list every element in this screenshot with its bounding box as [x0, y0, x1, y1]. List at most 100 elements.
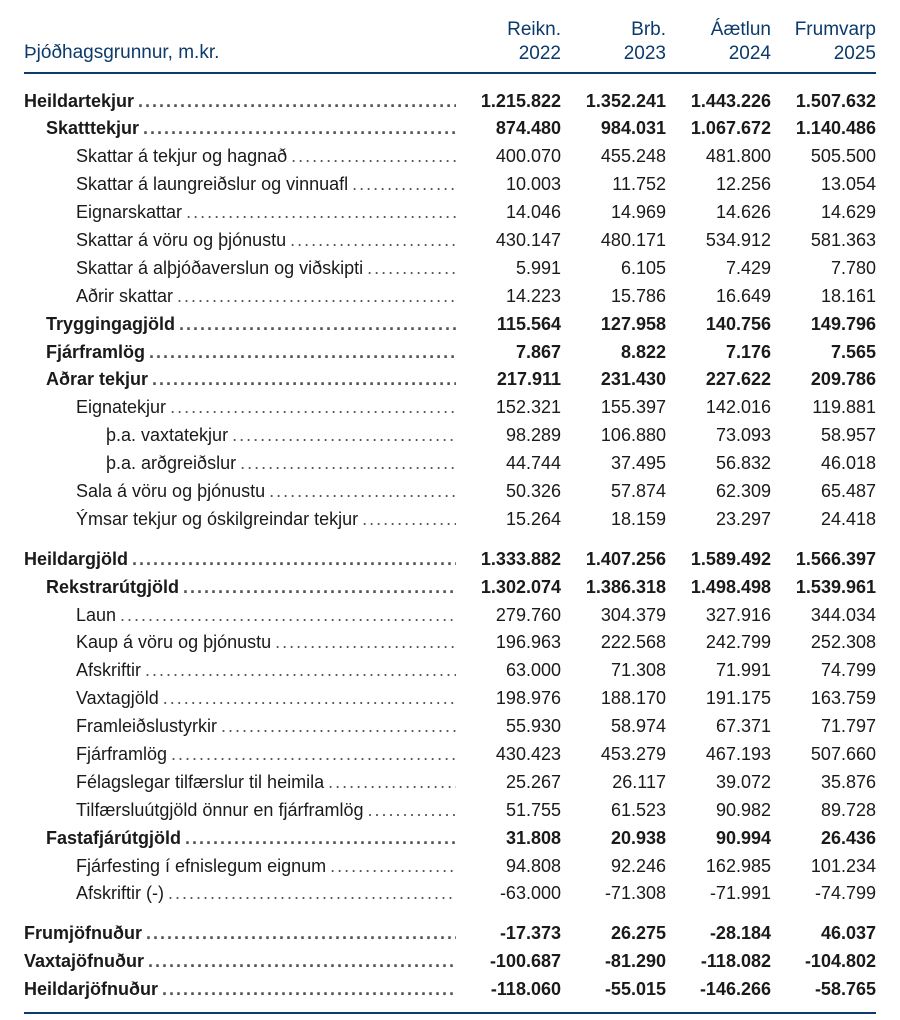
table-cell: 1.407.256	[561, 546, 666, 574]
table-cell: 71.797	[771, 713, 876, 741]
table-cell: 67.371	[666, 713, 771, 741]
table-cell: -100.687	[456, 948, 561, 976]
table-row: Framleiðslustyrkir .....................…	[24, 713, 876, 741]
row-label: Sala á vöru og þjónustu ................…	[24, 478, 456, 506]
table-cell: 481.800	[666, 143, 771, 171]
table-cell: 1.302.074	[456, 574, 561, 602]
table-cell: 453.279	[561, 741, 666, 769]
row-label: Aðrir skattar ..........................…	[24, 283, 456, 311]
budget-table: Þjóðhagsgrunnur, m.kr. Reikn.2022Brb.202…	[24, 18, 876, 1014]
table-row: Heildargjöld ...........................…	[24, 546, 876, 574]
table-cell: 58.957	[771, 422, 876, 450]
row-label: Fjárframlög ............................…	[24, 339, 456, 367]
row-label: Aðrar tekjur ...........................…	[24, 366, 456, 394]
row-label: Eignatekjur ............................…	[24, 394, 456, 422]
table-cell: 94.808	[456, 853, 561, 881]
table-cell: 209.786	[771, 366, 876, 394]
table-row: Eignatekjur ............................…	[24, 394, 876, 422]
table-cell: 480.171	[561, 227, 666, 255]
row-label: Heildarjöfnuður ........................…	[24, 976, 456, 1004]
table-row: Félagslegar tilfærslur til heimila .....…	[24, 769, 876, 797]
table-cell: -28.184	[666, 920, 771, 948]
table-row: Tilfærsluútgjöld önnur en fjárframlög ..…	[24, 797, 876, 825]
table-cell: 24.418	[771, 506, 876, 534]
table-cell: 14.626	[666, 199, 771, 227]
table-cell: 92.246	[561, 853, 666, 881]
table-row: Sala á vöru og þjónustu ................…	[24, 478, 876, 506]
table-row: Rekstrarútgjöld ........................…	[24, 574, 876, 602]
table-cell: -55.015	[561, 976, 666, 1004]
table-cell: 1.507.632	[771, 88, 876, 116]
table-cell: 227.622	[666, 366, 771, 394]
table-cell: 344.034	[771, 602, 876, 630]
table-cell: 115.564	[456, 311, 561, 339]
table-cell: 279.760	[456, 602, 561, 630]
table-row: Laun ...................................…	[24, 602, 876, 630]
table-cell: 874.480	[456, 115, 561, 143]
table-cell: 7.176	[666, 339, 771, 367]
table-cell: 155.397	[561, 394, 666, 422]
table-cell: 65.487	[771, 478, 876, 506]
table-cell: 455.248	[561, 143, 666, 171]
table-cell: 56.832	[666, 450, 771, 478]
table-cell: 430.147	[456, 227, 561, 255]
table-cell: 252.308	[771, 629, 876, 657]
table-cell: 163.759	[771, 685, 876, 713]
table-row: Vaxtagjöld .............................…	[24, 685, 876, 713]
table-cell: 1.352.241	[561, 88, 666, 116]
table-cell: 984.031	[561, 115, 666, 143]
row-label: þ.a. vaxtatekjur .......................…	[24, 422, 456, 450]
table-cell: 25.267	[456, 769, 561, 797]
table-cell: 198.976	[456, 685, 561, 713]
table-cell: 222.568	[561, 629, 666, 657]
table-cell: 106.880	[561, 422, 666, 450]
table-cell: 98.289	[456, 422, 561, 450]
table-cell: 1.140.486	[771, 115, 876, 143]
table-cell: 26.275	[561, 920, 666, 948]
table-footer-rule	[24, 1012, 876, 1014]
row-label: Fastafjárútgjöld .......................…	[24, 825, 456, 853]
table-cell: 14.046	[456, 199, 561, 227]
row-label: Skattar á alþjóðaverslun og viðskipti ..…	[24, 255, 456, 283]
table-cell: 90.982	[666, 797, 771, 825]
row-label: Eignarskattar ..........................…	[24, 199, 456, 227]
table-cell: 162.985	[666, 853, 771, 881]
row-label: Skattar á vöru og þjónustu .............…	[24, 227, 456, 255]
row-label: Ýmsar tekjur og óskilgreindar tekjur ...…	[24, 506, 456, 534]
table-cell: 1.215.822	[456, 88, 561, 116]
table-cell: 20.938	[561, 825, 666, 853]
row-label: Skattar á laungreiðslur og vinnuafl ....…	[24, 171, 456, 199]
table-row: Heildartekjur ..........................…	[24, 88, 876, 116]
table-cell: 1.498.498	[666, 574, 771, 602]
row-label: Heildartekjur ..........................…	[24, 88, 456, 116]
table-row: Aðrar tekjur ...........................…	[24, 366, 876, 394]
table-cell: 11.752	[561, 171, 666, 199]
table-row: Fastafjárútgjöld .......................…	[24, 825, 876, 853]
table-cell: -81.290	[561, 948, 666, 976]
table-cell: 400.070	[456, 143, 561, 171]
table-row: Afskriftir (-) .........................…	[24, 880, 876, 908]
table-row: Tryggingagjöld .........................…	[24, 311, 876, 339]
row-label: Afskriftir (-) .........................…	[24, 880, 456, 908]
table-cell: 71.308	[561, 657, 666, 685]
table-cell: 101.234	[771, 853, 876, 881]
table-cell: 57.874	[561, 478, 666, 506]
table-cell: 505.500	[771, 143, 876, 171]
table-row: Afskriftir .............................…	[24, 657, 876, 685]
table-cell: -104.802	[771, 948, 876, 976]
row-label: Fjárfesting í efnislegum eignum ........…	[24, 853, 456, 881]
row-label: Laun ...................................…	[24, 602, 456, 630]
table-cell: 534.912	[666, 227, 771, 255]
table-cell: 13.054	[771, 171, 876, 199]
table-row: Fjárfesting í efnislegum eignum ........…	[24, 853, 876, 881]
table-cell: 63.000	[456, 657, 561, 685]
table-cell: 14.969	[561, 199, 666, 227]
row-label: þ.a. arðgreiðslur ......................…	[24, 450, 456, 478]
table-cell: 62.309	[666, 478, 771, 506]
table-cell: 14.629	[771, 199, 876, 227]
table-cell: 18.159	[561, 506, 666, 534]
row-label: Kaup á vöru og þjónustu ................…	[24, 629, 456, 657]
table-cell: 90.994	[666, 825, 771, 853]
table-cell: 44.744	[456, 450, 561, 478]
table-cell: 61.523	[561, 797, 666, 825]
